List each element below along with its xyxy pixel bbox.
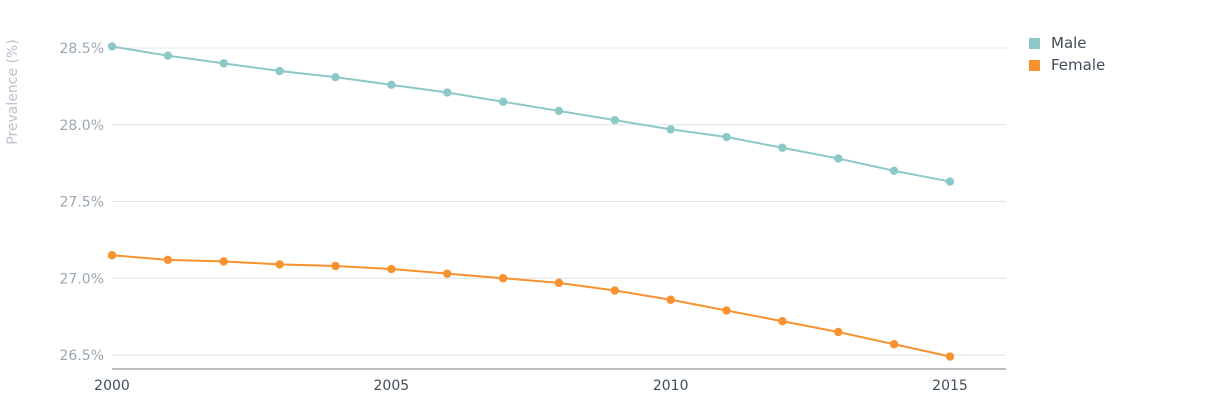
x-tick-label: 2010 [653,378,689,394]
y-axis-ticks: 26.5% 27.0% 27.5% 28.0% 28.5% [60,41,104,364]
x-tick-label: 2000 [94,378,130,394]
legend-label-female: Female [1051,56,1105,74]
x-tick-label: 2015 [932,378,968,394]
data-point-female [834,327,843,337]
data-point-male [945,177,955,186]
x-tick-label: 2005 [374,378,410,394]
legend-label-male: Male [1051,34,1087,52]
data-point-male [889,166,899,175]
gridlines [112,47,1006,356]
data-point-female [331,261,340,271]
data-point-female [722,306,731,315]
data-point-female [219,257,228,266]
legend-swatch-female [1029,60,1040,71]
series-group [107,42,955,361]
data-point-male [107,42,117,51]
data-point-male [331,72,340,82]
data-point-male [610,115,619,125]
data-point-female [498,274,508,283]
data-point-female [945,352,955,361]
data-point-female [163,255,173,265]
data-point-female [387,264,396,274]
y-tick-label: 28.0% [60,118,104,134]
data-point-male [219,59,228,68]
y-tick-label: 27.0% [60,271,104,287]
x-axis-ticks: 2000 2005 2010 2015 [94,378,968,394]
data-point-female [107,251,117,260]
series-line-female [111,254,951,358]
data-point-female [443,269,452,278]
data-point-female [778,317,787,326]
legend-swatch-male [1029,38,1040,49]
data-point-male [163,51,173,60]
y-tick-label: 27.5% [60,195,104,211]
series-line-male [111,45,951,183]
y-axis-label: Prevalence (%) [5,39,21,145]
y-tick-label: 28.5% [60,41,104,57]
data-point-male [834,154,843,163]
data-point-male [778,143,787,152]
legend: Male Female [1029,34,1105,74]
data-point-male [387,80,396,90]
data-point-male [275,66,284,76]
data-point-male [443,88,452,97]
data-point-male [554,106,564,116]
y-tick-label: 26.5% [60,348,104,364]
data-point-male [666,125,675,134]
data-point-female [666,295,675,304]
data-point-female [554,278,564,288]
data-point-male [722,132,731,142]
data-point-female [275,260,284,269]
data-point-male [498,97,508,106]
data-point-female [610,286,619,295]
data-point-female [889,340,899,349]
